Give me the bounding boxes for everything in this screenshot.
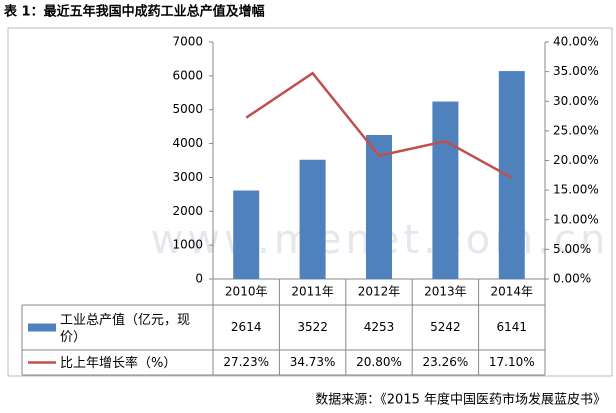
source-note: 数据来源：《2015 年度中国医药市场发展蓝皮书》 [315,392,606,408]
y-tick-label: 7000 [172,35,203,49]
x-tick-label: 2012年 [358,285,401,299]
y-tick-label: 2000 [172,204,203,218]
bar [498,71,525,279]
legend-text: 工业总产值（亿元，现价） [60,312,191,345]
y2-tick-label: 40.00% [553,35,599,49]
table-value: 23.26% [423,355,469,369]
bar [299,159,326,279]
table-value: 2614 [231,320,262,334]
table-value: 3522 [297,320,328,334]
y-tick-label: 1000 [172,238,203,252]
x-tick-label: 2010年 [225,285,268,299]
y2-tick-label: 20.00% [553,153,599,167]
y2-tick-label: 35.00% [553,64,599,78]
y-tick-label: 3000 [172,170,203,184]
y2-tick-label: 0.00% [553,272,591,286]
legend-text: 比上年增长率（%） [60,356,177,371]
y2-tick-label: 5.00% [553,242,591,256]
bar [366,135,392,279]
y2-tick-label: 25.00% [553,123,599,137]
table-value: 5242 [430,320,461,334]
table-value: 34.73% [290,355,336,369]
bar [233,190,260,279]
table-value: 6141 [497,320,528,334]
y2-tick-label: 15.00% [553,183,599,197]
legend-label: 工业总产值（亿元，现价） [60,312,191,345]
x-tick-label: 2013年 [424,285,467,299]
y2-tick-label: 10.00% [553,212,599,226]
legend-label: 比上年增长率（%） [60,356,177,371]
y-tick-label: 0 [195,272,203,286]
chart-title: 表 1：最近五年我国中成药工业总产值及增幅 [3,4,265,20]
y2-tick-label: 30.00% [553,94,599,108]
table-value: 27.23% [223,355,269,369]
legend-swatch [28,323,56,332]
y-tick-label: 6000 [172,68,203,82]
table-value: 17.10% [489,355,535,369]
table-value: 4253 [364,320,395,334]
x-tick-label: 2011年 [291,285,334,299]
x-tick-label: 2014年 [491,285,534,299]
y-tick-label: 4000 [172,136,203,150]
y-tick-label: 5000 [172,102,203,116]
table-value: 20.80% [356,355,402,369]
chart-frame [7,27,613,377]
bar [432,101,459,279]
line-series [245,71,513,179]
